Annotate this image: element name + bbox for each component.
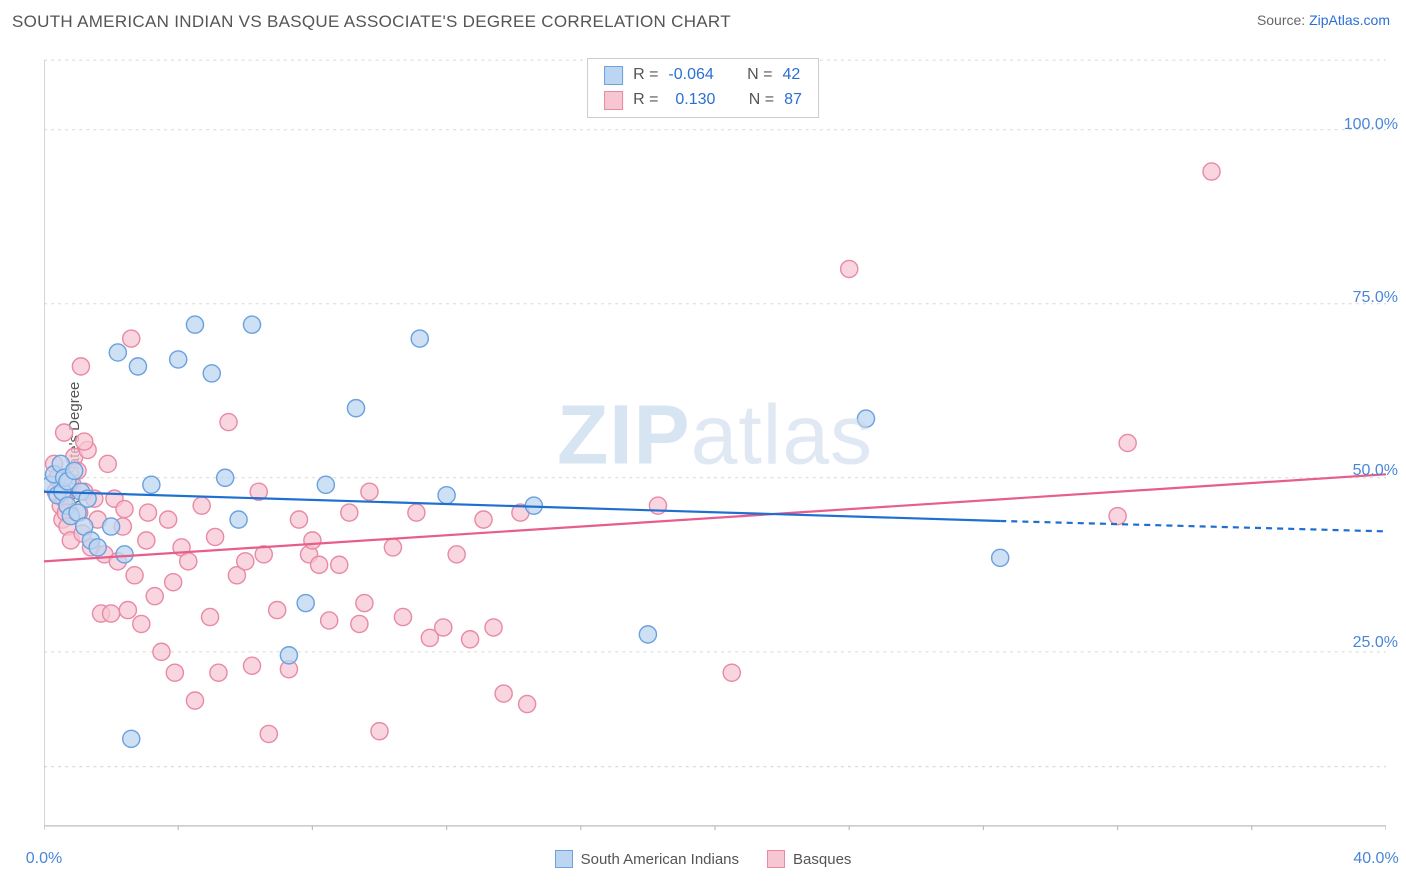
- y-tick-label: 50.0%: [1353, 462, 1398, 480]
- top-stats-legend: R = -0.064 N = 42 R = 0.130 N = 87: [587, 58, 819, 118]
- y-tick-label: 75.0%: [1353, 289, 1398, 307]
- legend-item-sai: South American Indians: [555, 850, 739, 868]
- top-r-label-2: R =: [633, 88, 658, 113]
- bottom-legend: South American Indians Basques: [0, 850, 1406, 868]
- top-n-value-sai: 42: [782, 63, 800, 88]
- top-r-label: R =: [633, 63, 658, 88]
- top-n-label: N =: [747, 63, 772, 88]
- y-tick-label: 100.0%: [1344, 116, 1398, 134]
- chart-area: ZIPatlas: [44, 56, 1386, 830]
- scatter-chart-svg: [44, 56, 1386, 830]
- top-r-value-basque: 0.130: [668, 88, 715, 113]
- source-link[interactable]: ZipAtlas.com: [1309, 12, 1390, 28]
- source-prefix: Source:: [1257, 12, 1309, 28]
- legend-swatch-sai: [555, 850, 573, 868]
- top-n-value-basque: 87: [784, 88, 802, 113]
- top-legend-row-sai: R = -0.064 N = 42: [604, 63, 802, 88]
- chart-title: SOUTH AMERICAN INDIAN VS BASQUE ASSOCIAT…: [12, 12, 731, 32]
- top-legend-row-basque: R = 0.130 N = 87: [604, 88, 802, 113]
- legend-label-sai: South American Indians: [581, 851, 739, 868]
- legend-swatch-basque: [767, 850, 785, 868]
- source-attribution: Source: ZipAtlas.com: [1257, 12, 1390, 28]
- top-n-label-2: N =: [749, 88, 774, 113]
- top-r-value-sai: -0.064: [668, 63, 713, 88]
- legend-label-basque: Basques: [793, 851, 851, 868]
- y-tick-label: 25.0%: [1353, 634, 1398, 652]
- top-swatch-basque: [604, 91, 623, 110]
- legend-item-basque: Basques: [767, 850, 851, 868]
- top-swatch-sai: [604, 66, 623, 85]
